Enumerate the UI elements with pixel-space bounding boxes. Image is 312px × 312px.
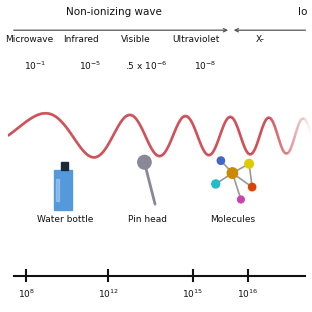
Circle shape bbox=[245, 159, 253, 168]
Circle shape bbox=[138, 155, 151, 169]
Text: .5 x 10$^{-6}$: .5 x 10$^{-6}$ bbox=[125, 60, 167, 72]
Text: Pin head: Pin head bbox=[128, 215, 167, 224]
Bar bbox=[56, 179, 60, 201]
Circle shape bbox=[248, 183, 256, 191]
Text: Infrared: Infrared bbox=[63, 35, 99, 44]
Text: Molecules: Molecules bbox=[210, 215, 255, 224]
Text: 10$^{15}$: 10$^{15}$ bbox=[183, 288, 203, 300]
Text: Visible: Visible bbox=[120, 35, 150, 44]
Circle shape bbox=[227, 168, 237, 178]
Text: Non-ionizing wave: Non-ionizing wave bbox=[66, 7, 162, 17]
Text: Microwave: Microwave bbox=[5, 35, 53, 44]
Circle shape bbox=[237, 196, 244, 203]
Text: 10$^{-5}$: 10$^{-5}$ bbox=[79, 60, 101, 72]
Circle shape bbox=[212, 180, 220, 188]
Circle shape bbox=[217, 157, 225, 164]
Text: Water bottle: Water bottle bbox=[37, 215, 94, 224]
Text: Io: Io bbox=[298, 7, 307, 17]
Text: 10$^{16}$: 10$^{16}$ bbox=[237, 288, 258, 300]
Bar bbox=[61, 162, 68, 170]
Text: 10$^{-1}$: 10$^{-1}$ bbox=[24, 60, 46, 72]
Text: 10$^{-8}$: 10$^{-8}$ bbox=[194, 60, 216, 72]
Text: Ultraviolet: Ultraviolet bbox=[172, 35, 220, 44]
Text: 10$^{12}$: 10$^{12}$ bbox=[98, 288, 119, 300]
Text: 10$^{8}$: 10$^{8}$ bbox=[17, 288, 35, 300]
Text: X-: X- bbox=[255, 35, 264, 44]
Bar bbox=[54, 170, 72, 210]
